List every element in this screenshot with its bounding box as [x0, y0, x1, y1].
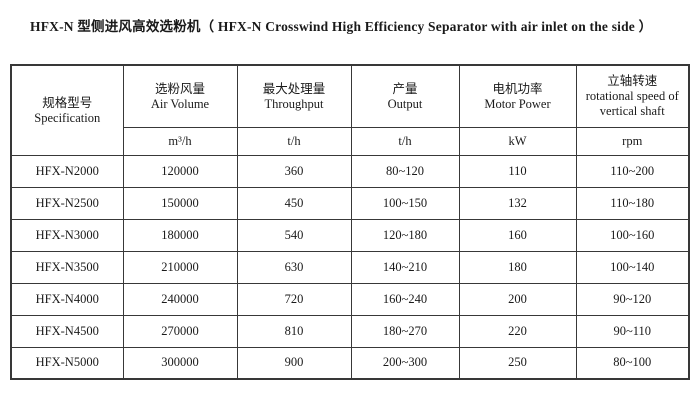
cell-throughput: 720: [236, 282, 352, 316]
cell-throughput: 900: [236, 346, 352, 380]
cell-motor-power: 220: [458, 314, 577, 348]
cell-model: HFX-N3500: [10, 250, 124, 284]
header-en-motor-power: Motor Power: [484, 96, 551, 111]
column-header-motor-power: 电机功率 Motor Power: [458, 64, 577, 128]
cell-rotational-speed: 100~160: [575, 218, 690, 252]
header-zh-motor-power: 电机功率: [492, 81, 543, 96]
cell-throughput: 540: [236, 218, 352, 252]
cell-air-volume: 240000: [122, 282, 238, 316]
cell-throughput: 630: [236, 250, 352, 284]
header-en-output: Output: [387, 96, 423, 111]
cell-model: HFX-N4500: [10, 314, 124, 348]
unit-rotational-speed: rpm: [575, 126, 690, 156]
cell-motor-power: 160: [458, 218, 577, 252]
specification-table: 规格型号 Specification 选粉风量 Air Volume 最大处理量…: [10, 64, 690, 380]
cell-air-volume: 300000: [122, 346, 238, 380]
cell-output: 140~210: [350, 250, 460, 284]
cell-motor-power: 132: [458, 186, 577, 220]
header-en-specification: Specification: [34, 110, 101, 125]
column-header-specification: 规格型号 Specification: [10, 64, 124, 156]
unit-motor-power: kW: [458, 126, 577, 156]
cell-output: 200~300: [350, 346, 460, 380]
header-en-air-volume: Air Volume: [150, 96, 210, 111]
cell-model: HFX-N4000: [10, 282, 124, 316]
cell-model: HFX-N2500: [10, 186, 124, 220]
column-header-air-volume: 选粉风量 Air Volume: [122, 64, 238, 128]
unit-air-volume: m³/h: [122, 126, 238, 156]
header-zh-throughput: 最大处理量: [262, 81, 326, 96]
table-row: HFX-N2000 120000 360 80~120 110 110~200: [10, 154, 690, 188]
cell-motor-power: 200: [458, 282, 577, 316]
cell-air-volume: 210000: [122, 250, 238, 284]
column-header-rotational-speed: 立轴转速 rotational speed of vertical shaft: [575, 64, 690, 128]
table-row: HFX-N5000 300000 900 200~300 250 80~100: [10, 346, 690, 380]
cell-model: HFX-N5000: [10, 346, 124, 380]
cell-rotational-speed: 90~110: [575, 314, 690, 348]
table-row: HFX-N3500 210000 630 140~210 180 100~140: [10, 250, 690, 284]
cell-air-volume: 270000: [122, 314, 238, 348]
cell-rotational-speed: 110~180: [575, 186, 690, 220]
header-zh-air-volume: 选粉风量: [154, 81, 205, 96]
page-title: HFX-N 型侧进风高效选粉机（ HFX-N Crosswind High Ef…: [30, 19, 653, 34]
header-row: 规格型号 Specification 选粉风量 Air Volume 最大处理量…: [10, 64, 690, 156]
cell-motor-power: 180: [458, 250, 577, 284]
cell-output: 120~180: [350, 218, 460, 252]
table-row: HFX-N4500 270000 810 180~270 220 90~110: [10, 314, 690, 348]
cell-output: 180~270: [350, 314, 460, 348]
cell-air-volume: 180000: [122, 218, 238, 252]
table-row: HFX-N4000 240000 720 160~240 200 90~120: [10, 282, 690, 316]
table-row: HFX-N2500 150000 450 100~150 132 110~180: [10, 186, 690, 220]
cell-air-volume: 120000: [122, 154, 238, 188]
table-row: HFX-N3000 180000 540 120~180 160 100~160: [10, 218, 690, 252]
header-zh-specification: 规格型号: [42, 95, 93, 110]
cell-motor-power: 110: [458, 154, 577, 188]
header-en-rotational-speed: rotational speed of vertical shaft: [585, 89, 679, 119]
cell-motor-power: 250: [458, 346, 577, 380]
cell-model: HFX-N2000: [10, 154, 124, 188]
cell-output: 100~150: [350, 186, 460, 220]
cell-throughput: 360: [236, 154, 352, 188]
column-header-throughput: 最大处理量 Throughput: [236, 64, 352, 128]
cell-throughput: 450: [236, 186, 352, 220]
header-en-throughput: Throughput: [264, 96, 324, 111]
cell-rotational-speed: 80~100: [575, 346, 690, 380]
cell-air-volume: 150000: [122, 186, 238, 220]
cell-throughput: 810: [236, 314, 352, 348]
cell-rotational-speed: 90~120: [575, 282, 690, 316]
unit-output: t/h: [350, 126, 460, 156]
cell-rotational-speed: 110~200: [575, 154, 690, 188]
cell-output: 160~240: [350, 282, 460, 316]
unit-row: m³/h t/h t/h kW rpm: [11, 126, 690, 156]
cell-output: 80~120: [350, 154, 460, 188]
header-zh-output: 产量: [392, 81, 418, 96]
column-header-output: 产量 Output: [350, 64, 460, 128]
unit-throughput: t/h: [236, 126, 352, 156]
cell-rotational-speed: 100~140: [575, 250, 690, 284]
header-zh-rotational-speed: 立轴转速: [607, 74, 658, 89]
cell-model: HFX-N3000: [10, 218, 124, 252]
